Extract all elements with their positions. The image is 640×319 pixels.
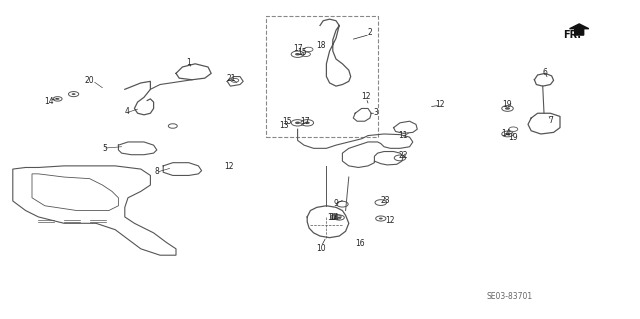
Text: 19: 19 — [508, 133, 518, 142]
Text: 23: 23 — [380, 197, 390, 205]
Text: 13: 13 — [278, 121, 289, 130]
Text: 15: 15 — [282, 117, 292, 126]
Text: 6: 6 — [542, 68, 547, 77]
Text: 3: 3 — [374, 108, 379, 117]
Circle shape — [72, 93, 76, 95]
Circle shape — [295, 53, 300, 56]
Circle shape — [56, 98, 60, 100]
Text: 10: 10 — [316, 244, 326, 253]
Text: 14: 14 — [44, 97, 54, 106]
Bar — [266, 16, 378, 137]
Text: 12: 12 — [436, 100, 445, 109]
Text: 12: 12 — [362, 93, 371, 101]
Text: 12: 12 — [386, 216, 395, 225]
Text: 14: 14 — [329, 213, 339, 222]
Text: 9: 9 — [333, 199, 339, 208]
Circle shape — [305, 122, 310, 124]
Text: FR.: FR. — [563, 30, 581, 40]
Circle shape — [337, 217, 341, 219]
Circle shape — [295, 122, 300, 124]
Text: 16: 16 — [326, 213, 337, 222]
Text: 17: 17 — [292, 44, 303, 53]
Text: 12: 12 — [225, 162, 234, 171]
Text: 22: 22 — [399, 151, 408, 160]
Text: 8: 8 — [154, 167, 159, 176]
Circle shape — [379, 218, 383, 219]
Text: 4: 4 — [124, 107, 129, 116]
Text: SE03-83701: SE03-83701 — [486, 292, 532, 301]
Text: 11: 11 — [399, 131, 408, 140]
Circle shape — [505, 107, 510, 110]
Text: 20: 20 — [84, 76, 95, 85]
Text: 7: 7 — [548, 116, 554, 125]
Text: 2: 2 — [367, 28, 372, 37]
Text: 15: 15 — [297, 48, 307, 57]
Text: 14: 14 — [500, 129, 511, 138]
Text: 17: 17 — [300, 117, 310, 126]
Text: 18: 18 — [317, 41, 326, 50]
Text: 19: 19 — [502, 100, 512, 109]
Text: 21: 21 — [227, 74, 236, 83]
Polygon shape — [570, 24, 589, 35]
Text: 1: 1 — [186, 58, 191, 67]
Circle shape — [505, 133, 510, 135]
Text: 5: 5 — [102, 144, 107, 152]
Circle shape — [334, 216, 338, 218]
Text: 16: 16 — [355, 239, 365, 248]
